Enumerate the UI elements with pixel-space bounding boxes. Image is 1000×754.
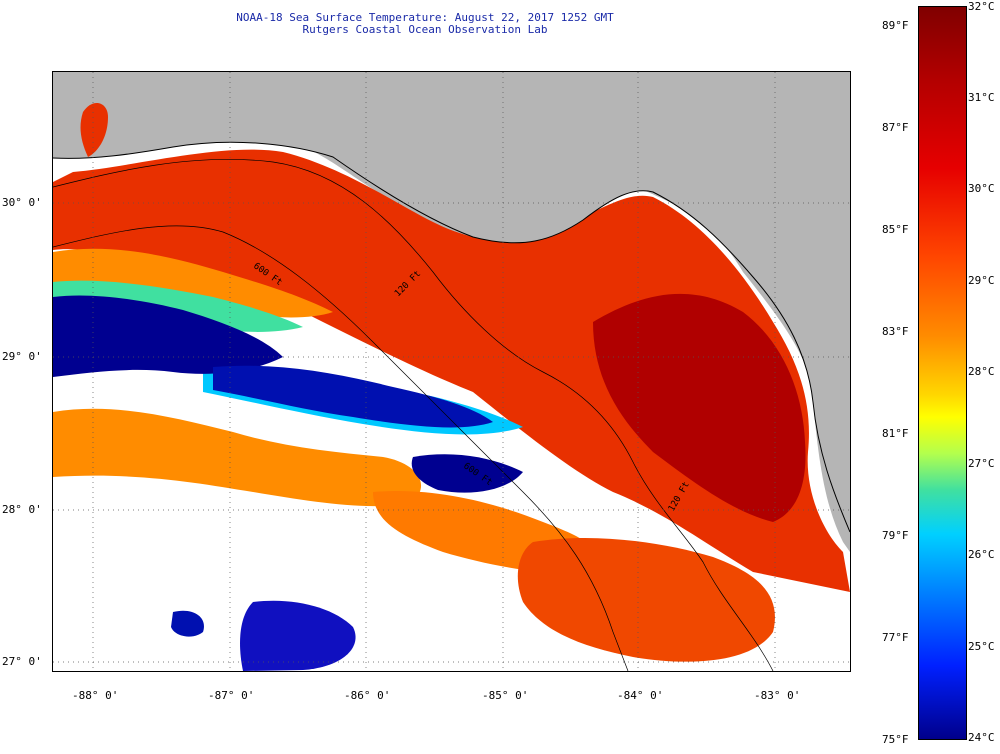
temperature-colorbar [918, 6, 967, 740]
title-line-1: NOAA-18 Sea Surface Temperature: August … [236, 11, 614, 24]
cbar-f-75: 75°F [882, 733, 909, 746]
mid-water-south [53, 408, 422, 507]
cbar-c-31: 31°C [968, 91, 995, 104]
lon-label-86: -86° 0' [344, 689, 391, 702]
contour-120ft [53, 158, 774, 671]
land-mass [53, 72, 850, 532]
coastline [53, 141, 850, 533]
cbar-c-27: 27°C [968, 457, 995, 470]
lon-label-85: -85° 0' [482, 689, 529, 702]
cbar-c-25: 25°C [968, 640, 995, 653]
sst-map-image: 600 Ft 120 Ft 600 Ft 120 Ft [53, 72, 850, 671]
lat-label-29: 29° 0' [2, 350, 42, 363]
cbar-c-32: 32°C [968, 0, 995, 13]
cbar-f-79: 79°F [882, 529, 909, 542]
lat-label-28: 28° 0' [2, 503, 42, 516]
cold-water-west [53, 295, 283, 377]
sst-map: 600 Ft 120 Ft 600 Ft 120 Ft [52, 71, 851, 672]
cbar-f-89: 89°F [882, 19, 909, 32]
map-title: NOAA-18 Sea Surface Temperature: August … [215, 12, 635, 36]
cbar-f-77: 77°F [882, 631, 909, 644]
cbar-f-87: 87°F [882, 121, 909, 134]
cbar-c-24: 24°C [968, 731, 995, 744]
cool-fringe-west [53, 280, 303, 332]
contour-600ft [53, 225, 629, 671]
cold-water-band [213, 365, 493, 428]
warm-water-southeast [517, 537, 775, 662]
hot-water-core [593, 293, 806, 522]
cbar-c-26: 26°C [968, 548, 995, 561]
lat-label-27: 27° 0' [2, 655, 42, 668]
title-line-2: Rutgers Coastal Ocean Observation Lab [302, 23, 548, 36]
cold-water-small [171, 610, 204, 637]
bay-water [80, 102, 108, 157]
cbar-f-83: 83°F [882, 325, 909, 338]
lon-label-83: -83° 0' [754, 689, 801, 702]
cbar-c-28: 28°C [968, 365, 995, 378]
lon-label-87: -87° 0' [208, 689, 255, 702]
cbar-c-30: 30°C [968, 182, 995, 195]
lon-label-84: -84° 0' [617, 689, 664, 702]
cold-water-southwest [240, 600, 356, 671]
cbar-f-85: 85°F [882, 223, 909, 236]
cbar-f-81: 81°F [882, 427, 909, 440]
warm-water-band [53, 149, 850, 592]
lon-label-88: -88° 0' [72, 689, 119, 702]
lat-label-30: 30° 0' [2, 196, 42, 209]
cbar-c-29: 29°C [968, 274, 995, 287]
